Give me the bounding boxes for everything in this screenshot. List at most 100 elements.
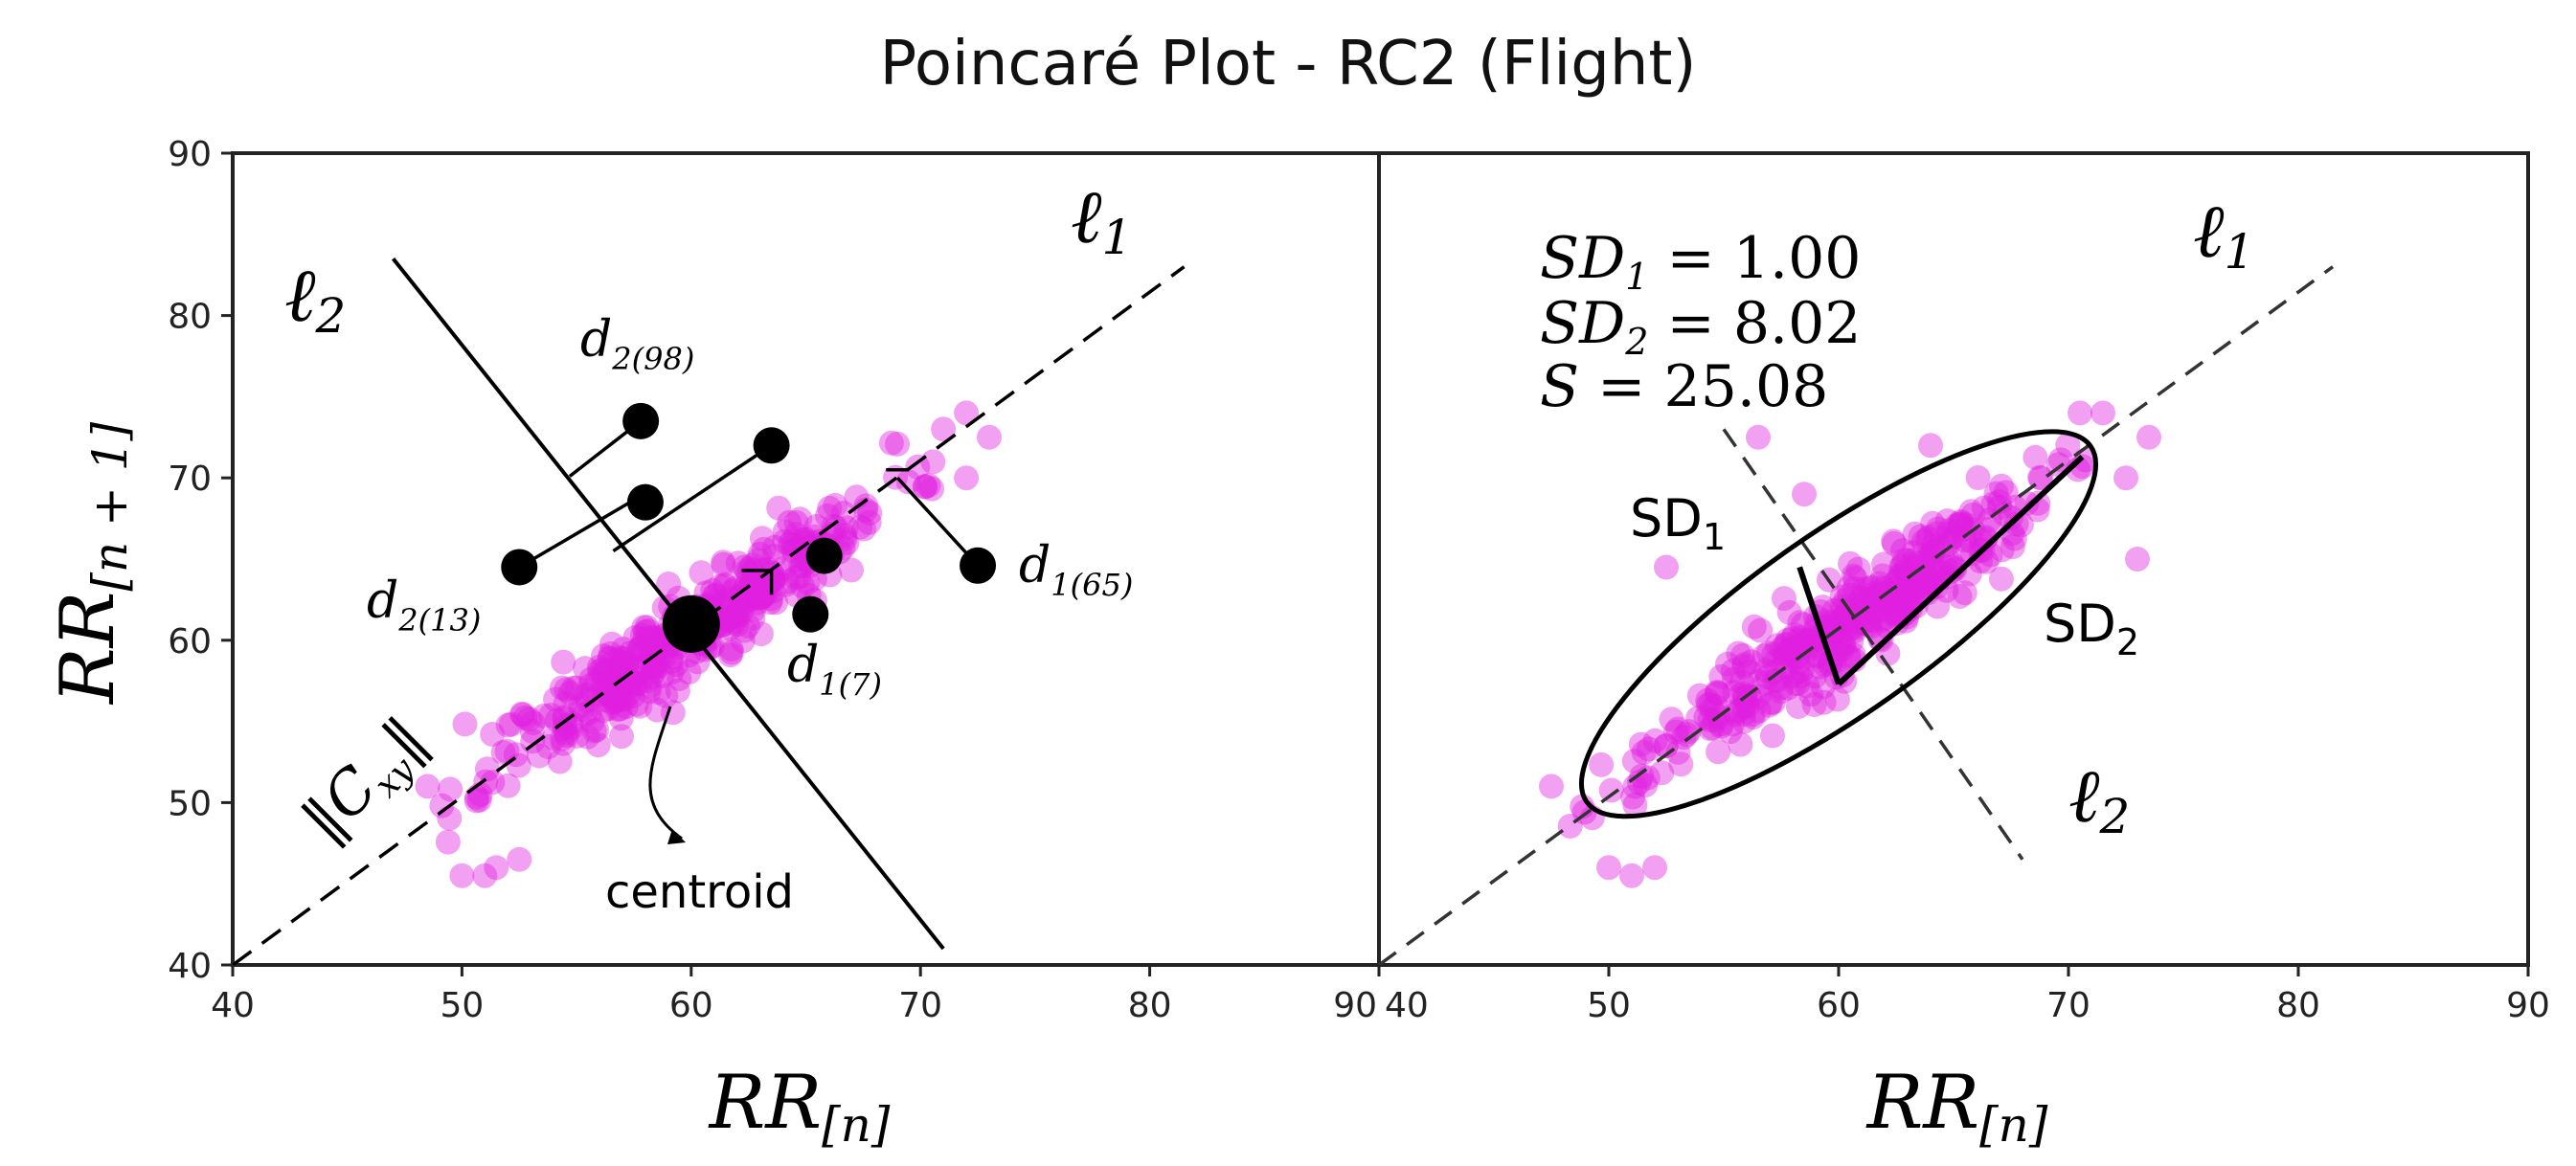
right-point [1720, 711, 1746, 737]
right-point [1949, 510, 1975, 536]
left-point [750, 574, 776, 600]
right-point [1864, 582, 1890, 608]
right-point [1715, 651, 1740, 677]
left-point [635, 618, 661, 644]
right-point [1755, 640, 1781, 666]
right-point [1760, 689, 1786, 715]
right-point [1938, 526, 1964, 550]
right-point [1871, 551, 1897, 577]
left-point [716, 616, 742, 641]
right-point [1598, 777, 1624, 803]
right-point [1731, 694, 1757, 719]
left-y-tick-label: 90 [168, 135, 212, 174]
right-point [1731, 652, 1757, 677]
left-point [632, 627, 658, 652]
left-point [783, 522, 809, 548]
left-y-axis-label: RR[n + 1] [45, 421, 138, 706]
left-point [649, 640, 675, 666]
left-point [823, 492, 848, 518]
right-point [1706, 680, 1731, 706]
right-point [1756, 692, 1782, 718]
left-y-tick-label: 60 [168, 622, 212, 661]
right-point [1621, 749, 1647, 774]
right-point [1948, 512, 1974, 538]
left-point [667, 666, 692, 691]
left-point [576, 700, 602, 726]
right-point [1829, 637, 1855, 662]
right-point [1845, 556, 1871, 582]
left-point [645, 653, 671, 679]
left-point [626, 670, 652, 696]
right-point [1706, 739, 1731, 765]
right-point [1787, 624, 1813, 650]
right-point [1774, 631, 1799, 657]
right-point [1836, 574, 1862, 600]
right-point [1860, 574, 1886, 600]
left-point [622, 625, 648, 650]
left-point [575, 687, 600, 713]
left-point [613, 694, 639, 720]
left-point [608, 706, 634, 731]
left-point [553, 712, 578, 738]
left-point [721, 609, 747, 635]
right-point [1917, 565, 1942, 590]
right-point [1891, 548, 1917, 573]
right-point [1842, 618, 1867, 644]
left-point [607, 675, 633, 701]
right-point [1932, 554, 1957, 580]
left-point [730, 628, 756, 654]
left-point [853, 493, 879, 519]
right-point [1777, 638, 1803, 663]
left-point [878, 430, 904, 456]
right-point [1778, 637, 1804, 662]
left-point [603, 685, 628, 711]
right-point [1916, 525, 1942, 549]
left-point [516, 706, 542, 732]
left-point [641, 639, 667, 665]
left-point [499, 711, 524, 737]
left-point [817, 495, 843, 521]
sd2-axis-segment [1836, 454, 2085, 686]
left-point [614, 650, 640, 676]
stat-sd2: SD2 = 8.02 [1540, 290, 1861, 363]
right-point [1953, 517, 1977, 542]
left-point [632, 619, 658, 645]
right-point [1737, 684, 1763, 710]
right-plot-frame [1377, 151, 2530, 967]
left-point [737, 555, 763, 581]
right-point [1839, 628, 1864, 654]
right-l1-label: ℓ1 [2193, 189, 2254, 280]
right-point [1733, 689, 1759, 715]
left-point [535, 734, 561, 759]
left-point [851, 516, 877, 542]
left-point [746, 576, 772, 602]
right-point [1704, 681, 1729, 706]
right-point [1873, 575, 1899, 601]
left-point [607, 683, 633, 708]
right-point [1671, 725, 1697, 751]
figure-title: Poincaré Plot - RC2 (Flight) [880, 29, 1697, 100]
right-point [1894, 574, 1920, 600]
left-point [745, 548, 771, 573]
left-point [635, 668, 661, 693]
right-point [1596, 855, 1621, 881]
right-point [1704, 680, 1729, 706]
left-point [490, 740, 516, 765]
right-x-axis-label: RR[n] [1865, 1060, 2048, 1153]
right-point [1833, 588, 1859, 613]
left-point [839, 557, 864, 583]
left-point [885, 431, 910, 457]
left-l1-label: ℓ1 [1071, 174, 1132, 265]
right-point [1693, 705, 1719, 730]
right-point [1762, 649, 1788, 675]
left-point [741, 586, 766, 612]
right-point [1727, 698, 1752, 724]
left-point [607, 687, 633, 712]
right-point [1869, 594, 1895, 620]
right-point [1921, 556, 1947, 582]
left-highlighted-points [501, 402, 997, 633]
left-point [977, 424, 1002, 450]
left-point [724, 601, 749, 627]
left-point [557, 681, 583, 706]
